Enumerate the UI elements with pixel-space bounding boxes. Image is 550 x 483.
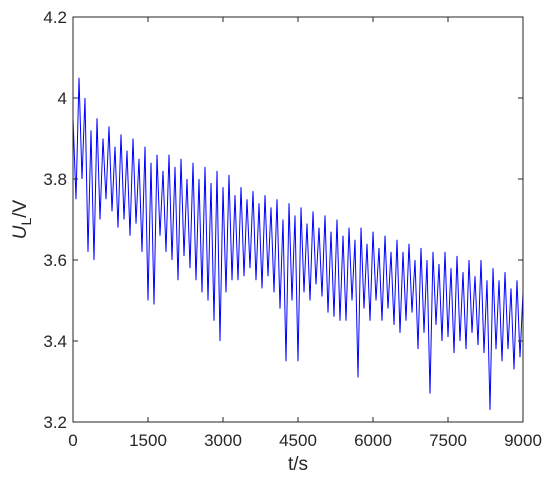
x-tick-label: 1500 [129, 431, 167, 450]
series-line-1 [72, 77, 524, 410]
x-tick-label: 9000 [504, 431, 542, 450]
x-tick-label: 4500 [279, 431, 317, 450]
y-axis-label-subscript: L [18, 218, 34, 226]
x-tick-label: 0 [68, 431, 77, 450]
y-tick-label: 4 [58, 89, 67, 108]
tick-layer: 0 1500 3000 4500 6000 7500 9000 3.2 3.4 3.6 3.8 4 4.… [43, 8, 542, 450]
x-tick-label: 3000 [204, 431, 242, 450]
y-tick-label: 3.8 [43, 170, 67, 189]
y-axis-label: UL/V [10, 199, 34, 239]
x-tick-label: 7500 [429, 431, 467, 450]
x-tick-label: 6000 [354, 431, 392, 450]
y-tick-label: 3.2 [43, 413, 67, 432]
y-tick-label: 3.6 [43, 251, 67, 270]
y-axis-label-main: U [10, 225, 31, 239]
x-axis-label: t/s [288, 454, 308, 475]
series-layer [72, 77, 524, 410]
y-tick-label: 3.4 [43, 332, 67, 351]
y-tick-label: 4.2 [43, 8, 67, 27]
y-axis-label-suffix: /V [10, 199, 31, 217]
